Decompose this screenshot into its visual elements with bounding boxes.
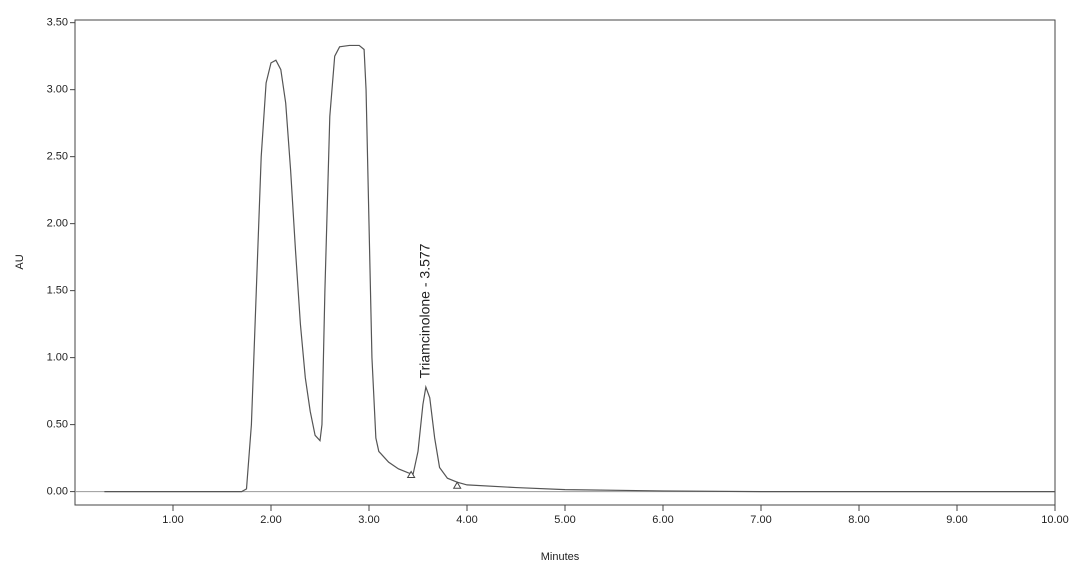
x-axis-label: Minutes <box>541 551 580 563</box>
y-tick-label: 3.50 <box>47 17 68 29</box>
plot-frame <box>74 19 1056 506</box>
x-tick-label: 2.00 <box>260 514 281 526</box>
y-tick-label: 3.00 <box>47 84 68 96</box>
y-tick-label: 2.00 <box>47 218 68 230</box>
x-tick-label: 3.00 <box>358 514 379 526</box>
trace-line <box>104 44 1055 493</box>
y-tick-label: 1.50 <box>47 285 68 297</box>
x-tick-label: 8.00 <box>848 514 869 526</box>
x-tick-label: 1.00 <box>162 514 183 526</box>
y-tick-label: 0.00 <box>47 486 68 498</box>
x-tick-label: 9.00 <box>946 514 967 526</box>
x-tick-label: 4.00 <box>456 514 477 526</box>
baseline-marker <box>406 470 416 479</box>
x-tick-label: 7.00 <box>750 514 771 526</box>
peak-annotation: Triamcinolone - 3.577 <box>417 243 433 378</box>
y-tick-label: 0.50 <box>47 419 68 431</box>
baseline-marker <box>452 481 462 489</box>
y-tick-label: 2.50 <box>47 151 68 163</box>
y-axis-label: AU <box>14 254 26 269</box>
x-tick-label: 10.00 <box>1041 514 1069 526</box>
y-tick-label: 1.00 <box>47 352 68 364</box>
x-tick-label: 5.00 <box>554 514 575 526</box>
x-tick-label: 6.00 <box>652 514 673 526</box>
